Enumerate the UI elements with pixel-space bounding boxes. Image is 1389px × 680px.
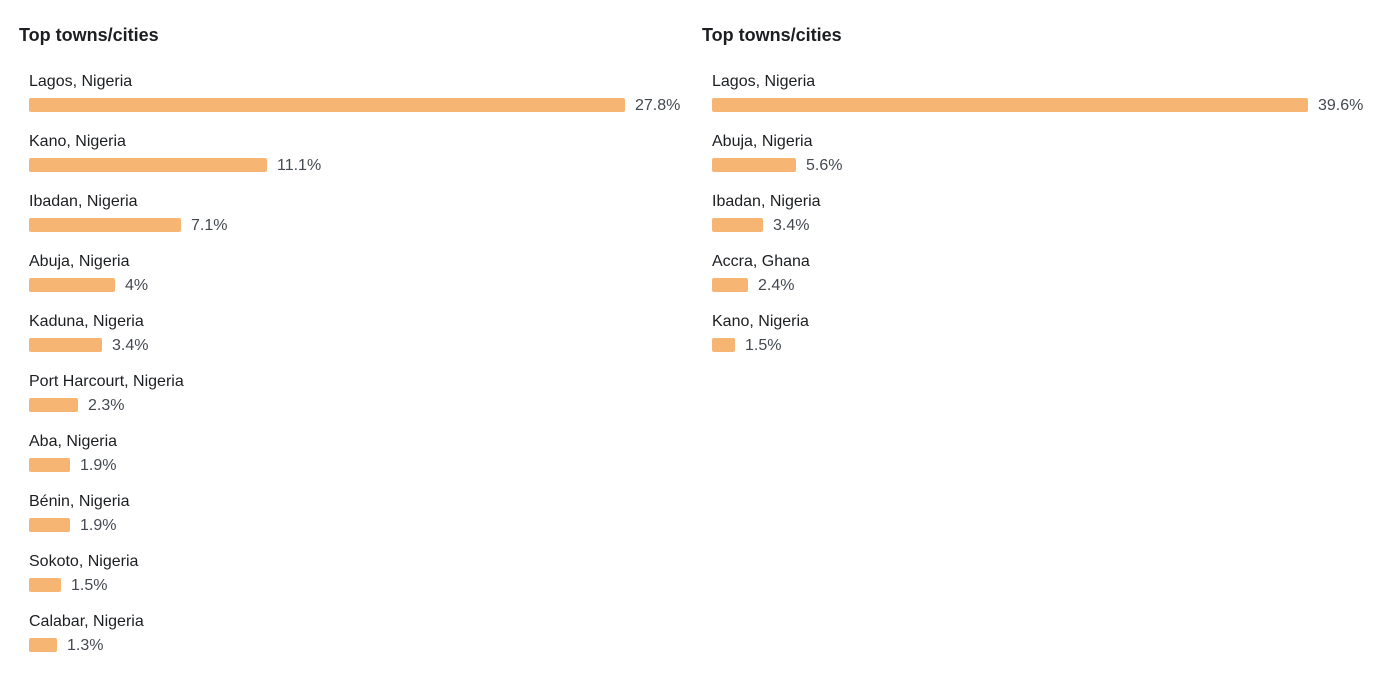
bar-row: Ibadan, Nigeria 7.1% bbox=[29, 192, 689, 252]
bar bbox=[29, 518, 70, 532]
bar-row: Kano, Nigeria 11.1% bbox=[29, 132, 689, 192]
city-label: Lagos, Nigeria bbox=[712, 73, 816, 90]
bar bbox=[29, 578, 61, 592]
percentage-label: 7.1% bbox=[191, 217, 228, 234]
percentage-label: 2.4% bbox=[758, 277, 795, 294]
bar bbox=[29, 458, 70, 472]
percentage-label: 1.5% bbox=[71, 577, 108, 594]
city-label: Port Harcourt, Nigeria bbox=[29, 373, 184, 390]
bar bbox=[29, 638, 57, 652]
bar bbox=[29, 338, 102, 352]
bar bbox=[29, 398, 78, 412]
bar-row: Bénin, Nigeria 1.9% bbox=[29, 492, 689, 552]
bar bbox=[29, 278, 115, 292]
bar-row: Accra, Ghana 2.4% bbox=[712, 252, 1372, 312]
city-label: Accra, Ghana bbox=[712, 253, 810, 270]
percentage-label: 1.3% bbox=[67, 637, 104, 654]
bar-row: Aba, Nigeria 1.9% bbox=[29, 432, 689, 492]
panel-title: Top towns/cities bbox=[19, 25, 159, 45]
bar bbox=[712, 338, 735, 352]
top-cities-panel-left: Top towns/cities Lagos, Nigeria 27.8% Kano… bbox=[0, 0, 690, 680]
city-label: Ibadan, Nigeria bbox=[712, 193, 821, 210]
bar-row: Port Harcourt, Nigeria 2.3% bbox=[29, 372, 689, 432]
bar bbox=[712, 278, 748, 292]
percentage-label: 2.3% bbox=[88, 397, 125, 414]
city-label: Ibadan, Nigeria bbox=[29, 193, 138, 210]
city-label: Kaduna, Nigeria bbox=[29, 313, 144, 330]
percentage-label: 11.1% bbox=[277, 157, 322, 174]
percentage-label: 4% bbox=[125, 277, 149, 294]
percentage-label: 1.5% bbox=[745, 337, 782, 354]
bar-row: Kaduna, Nigeria 3.4% bbox=[29, 312, 689, 372]
panel-title: Top towns/cities bbox=[702, 25, 842, 45]
city-label: Abuja, Nigeria bbox=[29, 253, 130, 270]
percentage-label: 1.9% bbox=[80, 457, 117, 474]
city-label: Lagos, Nigeria bbox=[29, 73, 133, 90]
bar-row: Lagos, Nigeria 27.8% bbox=[29, 72, 689, 132]
bar bbox=[29, 158, 267, 172]
city-label: Kano, Nigeria bbox=[29, 133, 126, 150]
bar-row: Abuja, Nigeria 4% bbox=[29, 252, 689, 312]
city-label: Calabar, Nigeria bbox=[29, 613, 144, 630]
bar-row: Sokoto, Nigeria 1.5% bbox=[29, 552, 689, 612]
top-cities-panel-right: Top towns/cities Lagos, Nigeria 39.6% Abuj… bbox=[683, 0, 1383, 680]
city-label: Sokoto, Nigeria bbox=[29, 553, 139, 570]
percentage-label: 39.6% bbox=[1318, 97, 1364, 114]
bar-row: Ibadan, Nigeria 3.4% bbox=[712, 192, 1372, 252]
bar-row: Abuja, Nigeria 5.6% bbox=[712, 132, 1372, 192]
bar-row: Lagos, Nigeria 39.6% bbox=[712, 72, 1372, 132]
city-label: Bénin, Nigeria bbox=[29, 493, 130, 510]
city-label: Kano, Nigeria bbox=[712, 313, 809, 330]
percentage-label: 1.9% bbox=[80, 517, 117, 534]
bar bbox=[29, 218, 181, 232]
bar-row: Calabar, Nigeria 1.3% bbox=[29, 612, 689, 672]
percentage-label: 3.4% bbox=[773, 217, 810, 234]
bar bbox=[712, 218, 763, 232]
bar-row: Kano, Nigeria 1.5% bbox=[712, 312, 1372, 372]
percentage-label: 5.6% bbox=[806, 157, 843, 174]
bar bbox=[712, 158, 796, 172]
bar bbox=[29, 98, 625, 112]
percentage-label: 27.8% bbox=[635, 97, 681, 114]
bar bbox=[712, 98, 1308, 112]
percentage-label: 3.4% bbox=[112, 337, 149, 354]
city-label: Aba, Nigeria bbox=[29, 433, 118, 450]
city-label: Abuja, Nigeria bbox=[712, 133, 813, 150]
